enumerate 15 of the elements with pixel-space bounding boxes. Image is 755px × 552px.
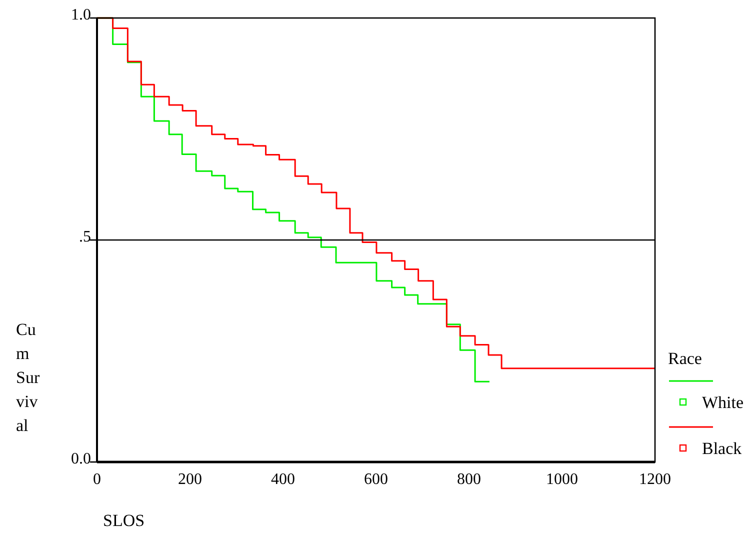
legend-label: Black [702,439,742,458]
y-axis-title: Cu m Sur viv al [16,320,40,435]
x-tick-label: 600 [364,471,388,488]
legend-title: Race [668,349,702,368]
y-tick-label: 0.0 [71,450,91,468]
legend-label: White [702,393,744,412]
y-tick-label: .5 [79,228,91,246]
x-tick-label: 1000 [546,471,578,488]
x-tick-label: 0 [93,471,101,488]
x-tick-label: 1200 [639,471,671,488]
x-tick-label: 200 [178,471,202,488]
y-tick-label: 1.0 [71,6,91,24]
x-axis-title: SLOS [103,511,145,530]
x-tick-label: 800 [457,471,481,488]
x-tick-label: 400 [271,471,295,488]
